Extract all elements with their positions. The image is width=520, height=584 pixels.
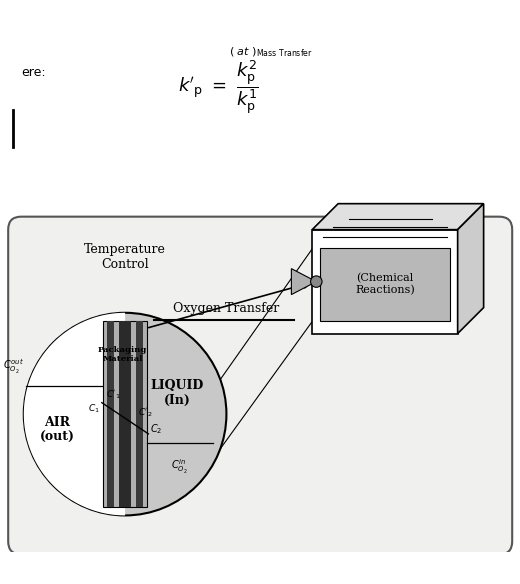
Polygon shape xyxy=(458,204,484,333)
Text: Oxygen Transfer: Oxygen Transfer xyxy=(173,303,280,315)
Bar xyxy=(320,248,450,321)
Text: $\left(\  at\ \right)_{\mathrm{Mass\ Transfer}}$: $\left(\ at\ \right)_{\mathrm{Mass\ Tran… xyxy=(229,45,313,59)
Bar xyxy=(136,321,144,507)
Polygon shape xyxy=(291,269,316,294)
Text: ere:: ere: xyxy=(21,66,46,79)
Polygon shape xyxy=(312,204,484,230)
Bar xyxy=(107,321,114,507)
Text: LIQUID
(In): LIQUID (In) xyxy=(150,380,204,407)
Polygon shape xyxy=(312,230,458,333)
Circle shape xyxy=(24,313,226,516)
Text: $k'_{\mathrm{p}}\ =\ \dfrac{k^2_{\mathrm{p}}}{k^1_{\mathrm{p}}}$: $k'_{\mathrm{p}}\ =\ \dfrac{k^2_{\mathrm… xyxy=(178,58,259,116)
Text: (Chemical
Reactions): (Chemical Reactions) xyxy=(355,273,415,296)
Polygon shape xyxy=(24,313,125,516)
Text: $C'_1$: $C'_1$ xyxy=(106,388,121,401)
FancyBboxPatch shape xyxy=(8,217,512,554)
Text: AIR
(out): AIR (out) xyxy=(40,416,75,444)
Text: Temperature
Control: Temperature Control xyxy=(84,242,166,270)
Text: $C_{O_2}^{in}$: $C_{O_2}^{in}$ xyxy=(171,458,188,477)
Bar xyxy=(103,321,147,507)
Bar xyxy=(119,321,131,507)
Text: Packaging
Material: Packaging Material xyxy=(98,346,147,363)
Text: $C_{O_2}^{out}$: $C_{O_2}^{out}$ xyxy=(3,358,24,376)
Text: $C_2$: $C_2$ xyxy=(150,423,162,436)
Text: $C'_2$: $C'_2$ xyxy=(138,407,153,419)
Circle shape xyxy=(310,276,322,287)
Text: $C_1$: $C_1$ xyxy=(87,402,99,415)
